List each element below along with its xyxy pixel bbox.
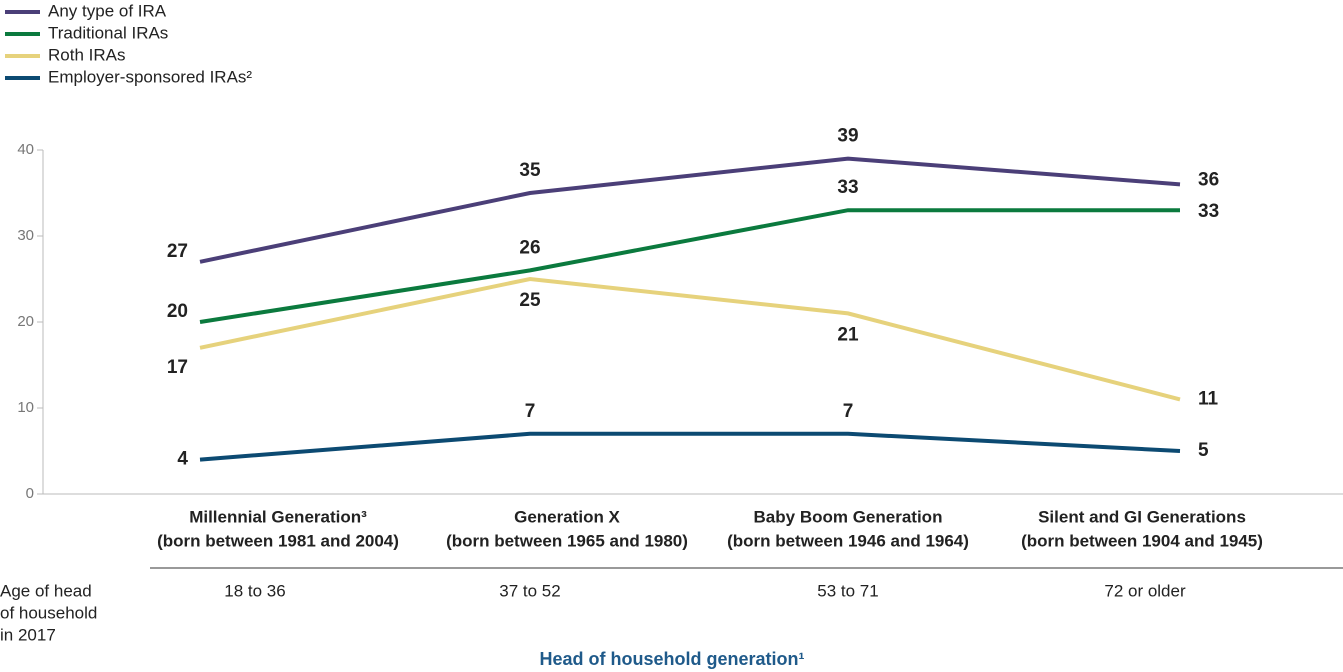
x-tick-sublabel: (born between 1965 and 1980) xyxy=(446,531,688,550)
age-row-title: in 2017 xyxy=(0,625,56,644)
series-line xyxy=(199,276,1181,402)
legend-label: Any type of IRA xyxy=(48,1,167,20)
data-label: 25 xyxy=(519,290,541,311)
data-label: 21 xyxy=(837,324,859,345)
y-tick-label: 30 xyxy=(17,227,34,244)
age-label: 18 to 36 xyxy=(224,581,285,600)
data-label: 11 xyxy=(1198,388,1219,409)
x-tick-label: Millennial Generation³ xyxy=(189,507,367,526)
x-tick-sublabel: (born between 1946 and 1964) xyxy=(727,531,969,550)
data-label: 35 xyxy=(519,160,541,181)
legend-label: Traditional IRAs xyxy=(48,23,168,42)
x-tick-label: Baby Boom Generation xyxy=(754,507,943,526)
x-tick-sublabel: (born between 1981 and 2004) xyxy=(157,531,399,550)
age-row-title: of household xyxy=(0,603,97,622)
age-label: 72 or older xyxy=(1104,581,1186,600)
data-label: 33 xyxy=(1198,201,1219,222)
age-label: 37 to 52 xyxy=(499,581,560,600)
legend-label: Roth IRAs xyxy=(48,45,125,64)
data-label: 4 xyxy=(177,449,188,470)
x-tick-label: Generation X xyxy=(514,507,620,526)
y-tick-label: 10 xyxy=(17,399,34,416)
x-axis-title: Head of household generation¹ xyxy=(539,649,804,669)
y-tick-label: 20 xyxy=(17,313,34,330)
series-line xyxy=(199,208,1180,324)
y-tick-label: 40 xyxy=(17,141,34,158)
data-label: 36 xyxy=(1198,169,1219,190)
data-label: 7 xyxy=(525,401,536,422)
x-tick-sublabel: (born between 1904 and 1945) xyxy=(1021,531,1263,550)
data-label: 20 xyxy=(167,301,188,322)
age-row-title: Age of head xyxy=(0,581,92,600)
x-tick-label: Silent and GI Generations xyxy=(1038,507,1246,526)
data-label: 33 xyxy=(837,177,858,198)
data-label: 5 xyxy=(1198,440,1209,461)
age-label: 53 to 71 xyxy=(817,581,878,600)
legend-label: Employer-sponsored IRAs² xyxy=(48,67,252,86)
data-label: 39 xyxy=(837,126,858,147)
data-label: 26 xyxy=(519,237,540,258)
data-label: 17 xyxy=(167,357,188,378)
y-tick-label: 0 xyxy=(26,485,34,502)
series-line xyxy=(199,156,1181,264)
data-label: 27 xyxy=(167,241,188,262)
series-line xyxy=(199,431,1181,462)
data-label: 7 xyxy=(843,401,854,422)
